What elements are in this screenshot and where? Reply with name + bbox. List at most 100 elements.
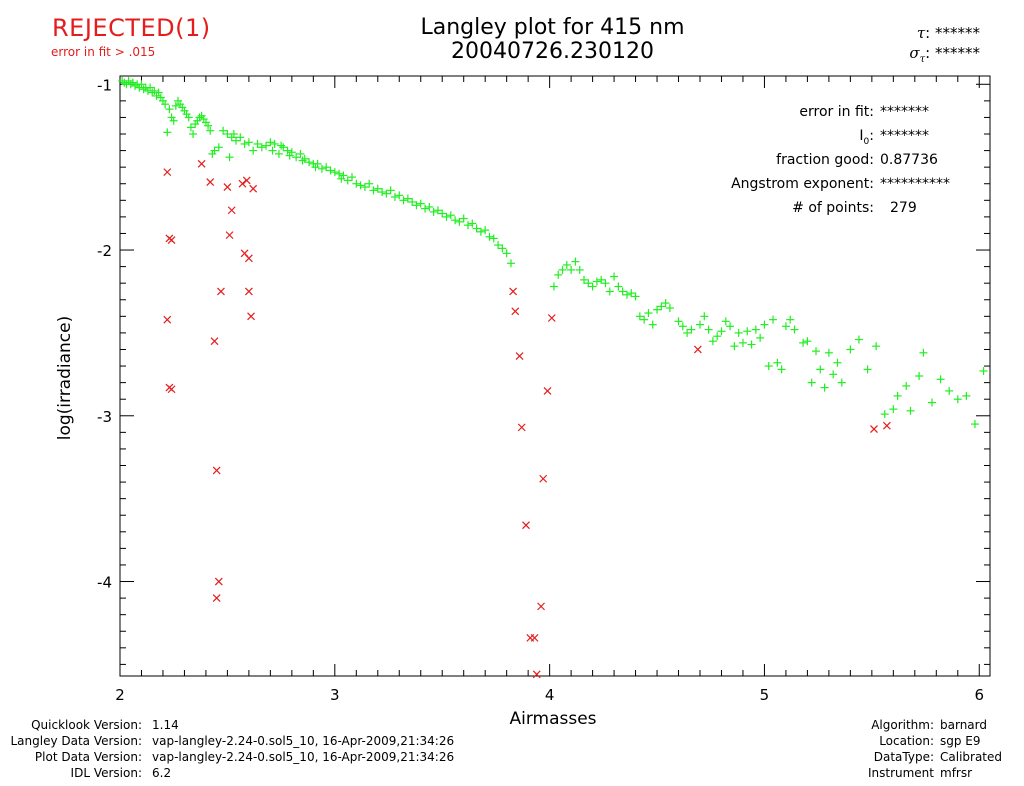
good-point <box>283 146 292 155</box>
good-point <box>893 391 902 400</box>
good-point <box>790 325 799 334</box>
rejected-point <box>532 670 541 679</box>
good-point <box>408 197 417 206</box>
footer-right-label: Algorithm: <box>871 718 934 732</box>
good-point <box>399 196 408 205</box>
good-point <box>146 83 155 92</box>
fit-stats: error in fit: ******* I0: ******* fracti… <box>0 0 1024 220</box>
tau-readout: τ: ****** <box>916 24 980 42</box>
footer-right-value: Calibrated <box>940 750 1003 764</box>
good-point <box>468 219 477 228</box>
footer-right-value: sgp E9 <box>940 734 981 748</box>
good-point <box>386 186 395 195</box>
angstrom-label: Angstrom exponent: <box>731 176 874 192</box>
good-point <box>863 365 872 374</box>
rejected-point <box>163 168 172 177</box>
rejected-point <box>212 594 221 603</box>
good-point <box>653 305 662 314</box>
footer-metadata: Algorithm: barnard Location: sgp E9 Data… <box>800 718 1020 782</box>
tau-symbol: τ <box>916 24 926 42</box>
error-in-fit-value: ******* <box>880 104 929 120</box>
good-point <box>807 378 816 387</box>
sigma-tau-readout: στ: ****** <box>909 44 980 65</box>
good-point <box>481 226 490 235</box>
good-point <box>214 143 223 152</box>
good-point <box>661 299 670 308</box>
good-point <box>726 322 735 331</box>
good-point <box>945 386 954 395</box>
good-point <box>189 130 198 139</box>
rejected-point <box>547 314 556 322</box>
good-point <box>240 139 249 148</box>
x-tick-label: 3 <box>330 686 340 704</box>
good-point <box>683 328 692 337</box>
good-point <box>837 378 846 387</box>
good-point <box>219 126 228 135</box>
good-point <box>597 275 606 284</box>
x-tick-label: 5 <box>760 686 770 704</box>
good-point <box>919 348 928 357</box>
rejected-point <box>244 287 253 296</box>
good-point <box>700 312 709 321</box>
good-point <box>274 149 283 158</box>
good-point <box>738 338 747 347</box>
good-point <box>803 337 812 346</box>
rejected-point <box>223 183 232 191</box>
good-point <box>567 265 576 274</box>
good-point <box>696 320 704 329</box>
good-point <box>253 139 262 148</box>
good-point <box>687 325 696 334</box>
fraction-good-label: fraction good: <box>776 152 874 168</box>
good-point <box>678 322 687 331</box>
rejected-point <box>249 184 258 193</box>
y-tick-label: -2 <box>97 242 112 260</box>
footer-left-value: 1.14 <box>152 718 179 732</box>
good-point <box>305 158 314 167</box>
good-point <box>657 302 666 311</box>
good-point <box>554 270 563 279</box>
good-point <box>588 282 597 291</box>
good-point <box>343 176 352 185</box>
good-point <box>229 130 238 139</box>
good-point <box>378 188 387 197</box>
sigma-subscript: τ <box>919 54 926 65</box>
rejected-point <box>165 383 174 392</box>
good-point <box>777 365 786 374</box>
good-point <box>335 169 344 178</box>
i0-label: I0: <box>859 128 874 147</box>
footer-left-value: 6.2 <box>152 766 172 780</box>
rejected-point <box>217 287 225 296</box>
good-point <box>225 153 234 162</box>
good-point <box>601 279 610 288</box>
footer-right-value: barnard <box>940 718 987 732</box>
rejected-point <box>530 633 539 642</box>
y-axis-label: log(irradiance) <box>55 316 75 441</box>
plot-frame <box>119 75 991 677</box>
good-point <box>704 325 713 334</box>
good-point <box>429 207 438 216</box>
good-point <box>854 335 863 344</box>
good-point <box>829 370 838 379</box>
good-point <box>165 105 174 114</box>
good-point <box>262 141 271 150</box>
good-point <box>760 320 769 329</box>
good-point <box>717 327 726 336</box>
good-point <box>352 179 361 188</box>
good-point <box>476 227 485 236</box>
good-point <box>154 88 163 97</box>
rejected-point <box>238 179 247 188</box>
good-point <box>210 146 219 155</box>
good-point <box>326 166 335 175</box>
good-point <box>279 143 288 152</box>
good-point <box>464 221 472 230</box>
good-point <box>812 347 820 356</box>
good-point <box>232 136 240 145</box>
good-point <box>382 189 391 198</box>
good-point <box>889 405 898 414</box>
good-point <box>820 383 829 392</box>
good-point <box>575 265 584 274</box>
good-point <box>743 327 752 336</box>
good-point <box>902 381 911 390</box>
good-point <box>433 206 442 215</box>
sigma-tau-value: ****** <box>935 44 980 62</box>
